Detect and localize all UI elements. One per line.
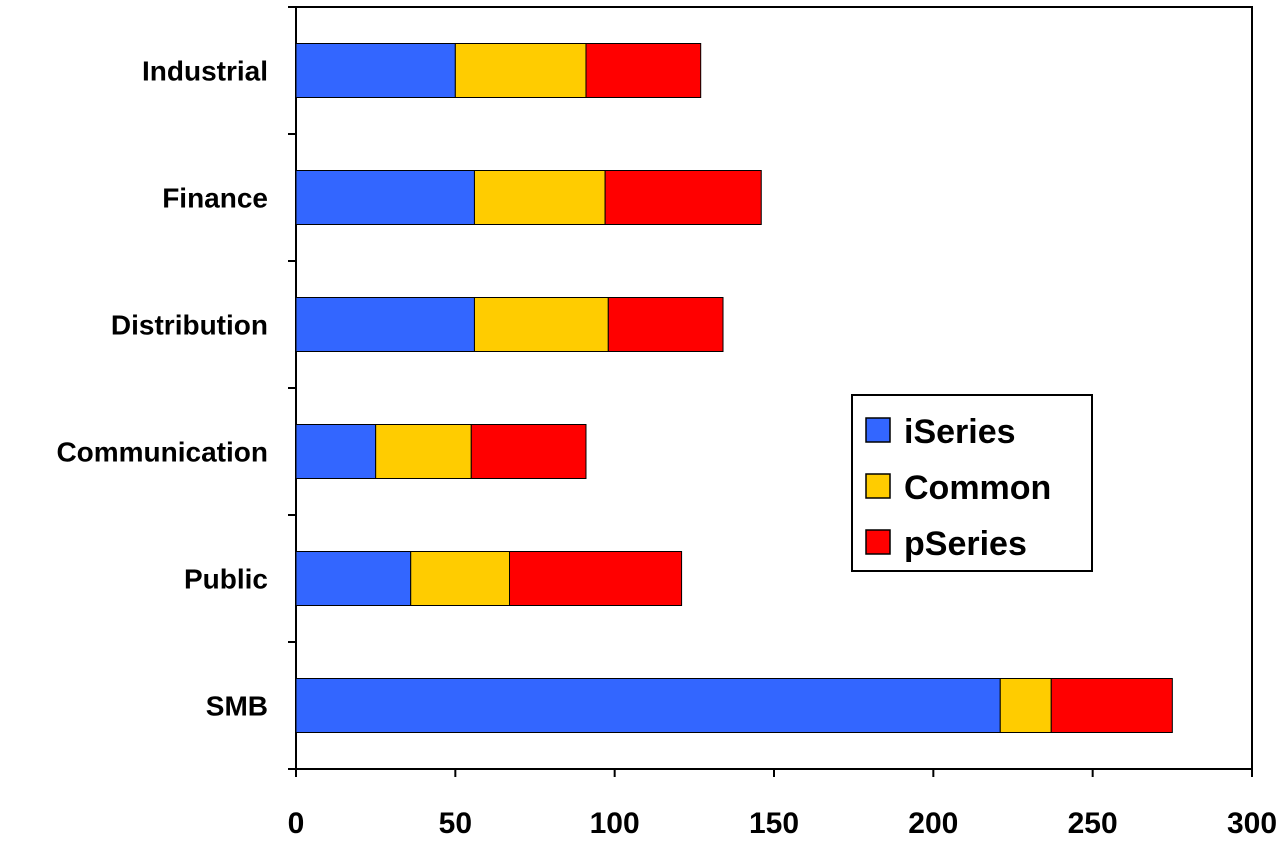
bar-smb-iseries [295, 678, 1001, 733]
y-tick-label-finance: Finance [162, 183, 268, 214]
x-tick-label-50: 50 [439, 807, 472, 837]
x-tick-label-150: 150 [749, 807, 799, 837]
legend-swatch-pseries [865, 529, 891, 555]
bar-distribution-iseries [295, 297, 475, 352]
bar-communication-common [375, 424, 472, 479]
plot-area [295, 6, 1253, 770]
bar-industrial-iseries [295, 43, 456, 98]
bar-public-common [410, 551, 511, 606]
bar-distribution-common [473, 297, 609, 352]
legend-label-iseries: iSeries [904, 413, 1016, 451]
bar-finance-pseries [604, 170, 762, 225]
y-tick-label-distribution: Distribution [111, 310, 268, 341]
bar-distribution-pseries [607, 297, 724, 352]
x-tick-label-100: 100 [590, 807, 640, 837]
bar-finance-iseries [295, 170, 475, 225]
legend-swatch-iseries [865, 417, 891, 443]
legend-swatch-common [865, 473, 891, 499]
bars [295, 43, 1173, 733]
legend-label-common: Common [904, 469, 1051, 507]
legend-box [851, 394, 1093, 572]
y-tick-label-smb: SMB [206, 691, 268, 722]
axes: SMB Public Communication Distribution Financ… [56, 6, 1277, 840]
legend-label-pseries: pSeries [904, 525, 1027, 563]
bar-smb-pseries [1050, 678, 1173, 733]
x-tick-label-200: 200 [908, 807, 958, 837]
bar-communication-pseries [470, 424, 587, 479]
bar-smb-common [999, 678, 1052, 733]
legend: iSeries Common pSeries [851, 394, 1093, 572]
bar-public-iseries [295, 551, 412, 606]
y-tick-label-industrial: Industrial [142, 56, 268, 87]
bar-industrial-pseries [585, 43, 702, 98]
x-tick-label-250: 250 [1068, 807, 1118, 837]
bar-public-pseries [509, 551, 683, 606]
bar-industrial-common [454, 43, 587, 98]
y-tick-label-communication: Communication [56, 437, 268, 468]
bar-communication-iseries [295, 424, 377, 479]
x-tick-label-300: 300 [1227, 807, 1277, 837]
bar-finance-common [473, 170, 606, 225]
y-tick-label-public: Public [184, 564, 268, 595]
x-tick-label-0: 0 [288, 807, 305, 837]
